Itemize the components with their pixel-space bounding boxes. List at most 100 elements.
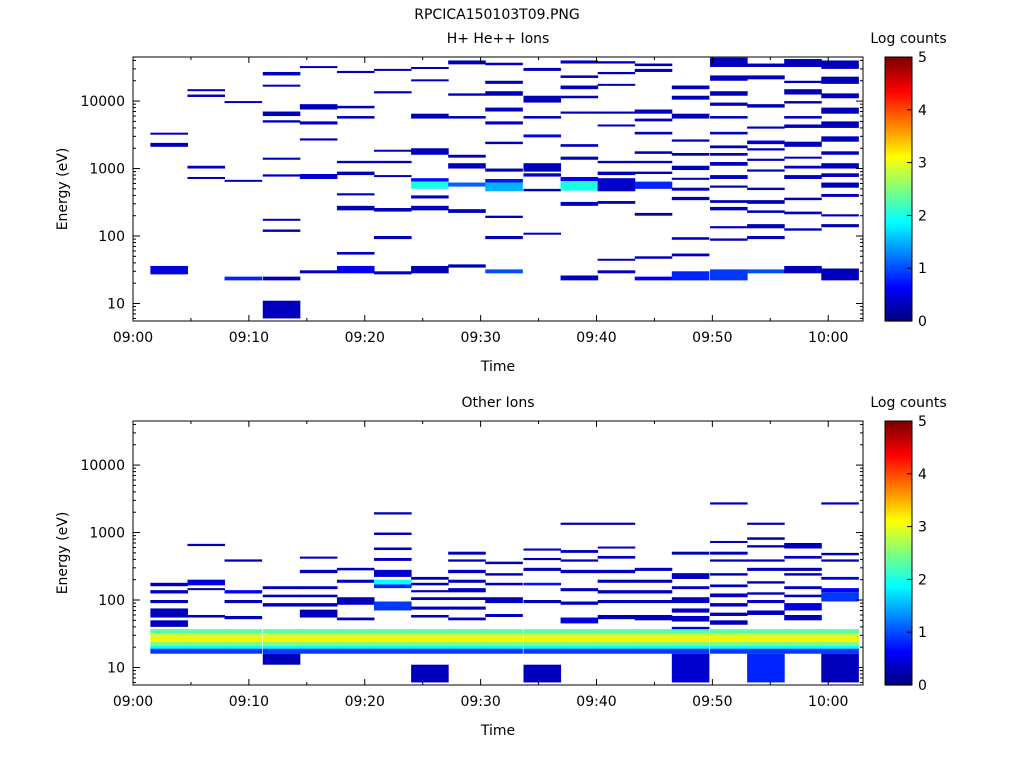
heatmap-band-cell [374,629,412,634]
heatmap-cell [671,253,710,257]
heatmap-cell [597,569,636,574]
heatmap-cell [448,60,486,65]
heatmap-cell [150,582,188,587]
colorbar-segment [885,623,912,627]
colorbar-segment [885,676,912,679]
heatmap-cell [784,165,822,169]
panel-h-he-ions: 09:00 09:10 09:20 09:30 09:40 09:50 10:0010100… [55,31,947,375]
heatmap-cell [150,600,188,604]
colorbar-segment [885,283,912,287]
heatmap-cell [560,601,599,605]
colorbar-segment [885,259,912,263]
heatmap-band-cell [411,645,449,649]
colorbar-segment [885,616,912,620]
heatmap-cell [634,276,673,281]
heatmap-cell [710,612,748,616]
colorbar-segment [885,656,912,660]
heatmap-cell [634,109,673,114]
heatmap-band-cell [150,633,188,638]
colorbar-segment [885,134,912,137]
colorbar-segment [885,131,912,135]
colorbar-segment [885,458,912,462]
heatmap-cell [299,603,338,607]
heatmap-cell [671,139,710,142]
colorbar-segment [885,160,912,164]
colorbar-tick-label: 5 [918,50,927,66]
heatmap-cell [710,584,748,588]
heatmap-band-cell [560,645,599,649]
heatmap-cell [710,145,748,149]
colorbar-segment [885,467,912,470]
heatmap-cell [784,586,822,590]
colorbar-segment [885,318,912,322]
heatmap-cell [374,584,412,589]
colorbar-segment [885,204,912,208]
colorbar-segment [885,197,912,201]
colorbar-segment [885,476,912,479]
heatmap-cell [262,174,301,177]
colorbar-segment [885,605,912,609]
x-tick-label: 09:50 [692,330,732,346]
colorbar-segment [885,230,912,234]
heatmap-band-cell [710,641,748,646]
heatmap-cell [448,116,486,119]
heatmap-band-cell [336,637,375,642]
heatmap-cell [634,151,673,154]
colorbar-segment [885,601,912,605]
colorbar-segment [885,169,912,172]
heatmap-band-cell [374,648,412,654]
heatmap-cell [784,89,822,95]
colorbar-segment [885,186,912,190]
colorbar-segment [885,274,912,278]
heatmap-cell [710,200,748,203]
colorbar-tick-label: 5 [918,414,927,430]
heatmap-cell [671,113,710,119]
heatmap-cell [597,579,636,583]
heatmap-cell [821,588,859,593]
colorbar-tick-label: 1 [918,261,927,277]
heatmap-cell [523,95,562,103]
colorbar-segment [885,114,912,117]
colorbar-segment [885,550,912,554]
heatmap-cell [411,590,449,593]
heatmap-cell [821,214,859,217]
heatmap-cell [821,268,859,281]
colorbar-segment [885,85,912,89]
colorbar-segment [885,478,912,481]
colorbar-segment [885,164,912,168]
heatmap-cell [411,576,449,580]
colorbar-segment [885,425,912,429]
heatmap-band-cell [262,648,301,654]
heatmap-band-cell [262,629,301,634]
heatmap-cell [784,211,822,215]
x-tick-label: 09:30 [460,330,500,346]
colorbar-segment [885,438,912,442]
y-tick-label: 10 [107,660,125,676]
colorbar-segment [885,241,912,245]
heatmap-cell [710,540,748,543]
colorbar-segment [885,261,912,265]
heatmap-cell [597,546,636,549]
heatmap-band-cell [485,637,523,642]
heatmap-cell [710,269,748,281]
colorbar-segment [885,647,912,651]
colorbar-label: Log counts [870,31,946,47]
y-tick-label: 100 [98,593,125,609]
colorbar-segment [885,74,912,78]
colorbar-segment [885,76,912,80]
heatmap-cell [187,176,226,179]
heatmap-cell [634,614,673,621]
colorbar-segment [885,504,912,508]
colorbar-segment [885,120,912,124]
heatmap-cell [597,270,636,274]
panel-title: H+ He++ Ions [447,31,550,47]
heatmap-cell [187,94,226,97]
colorbar-segment [885,522,912,525]
colorbar-segment [885,208,912,212]
heatmap-cell [821,653,859,683]
colorbar-segment [885,147,912,150]
heatmap-band-cell [411,629,449,634]
heatmap-cell [597,258,636,261]
heatmap-cell [299,121,338,125]
heatmap-cell [411,265,449,274]
